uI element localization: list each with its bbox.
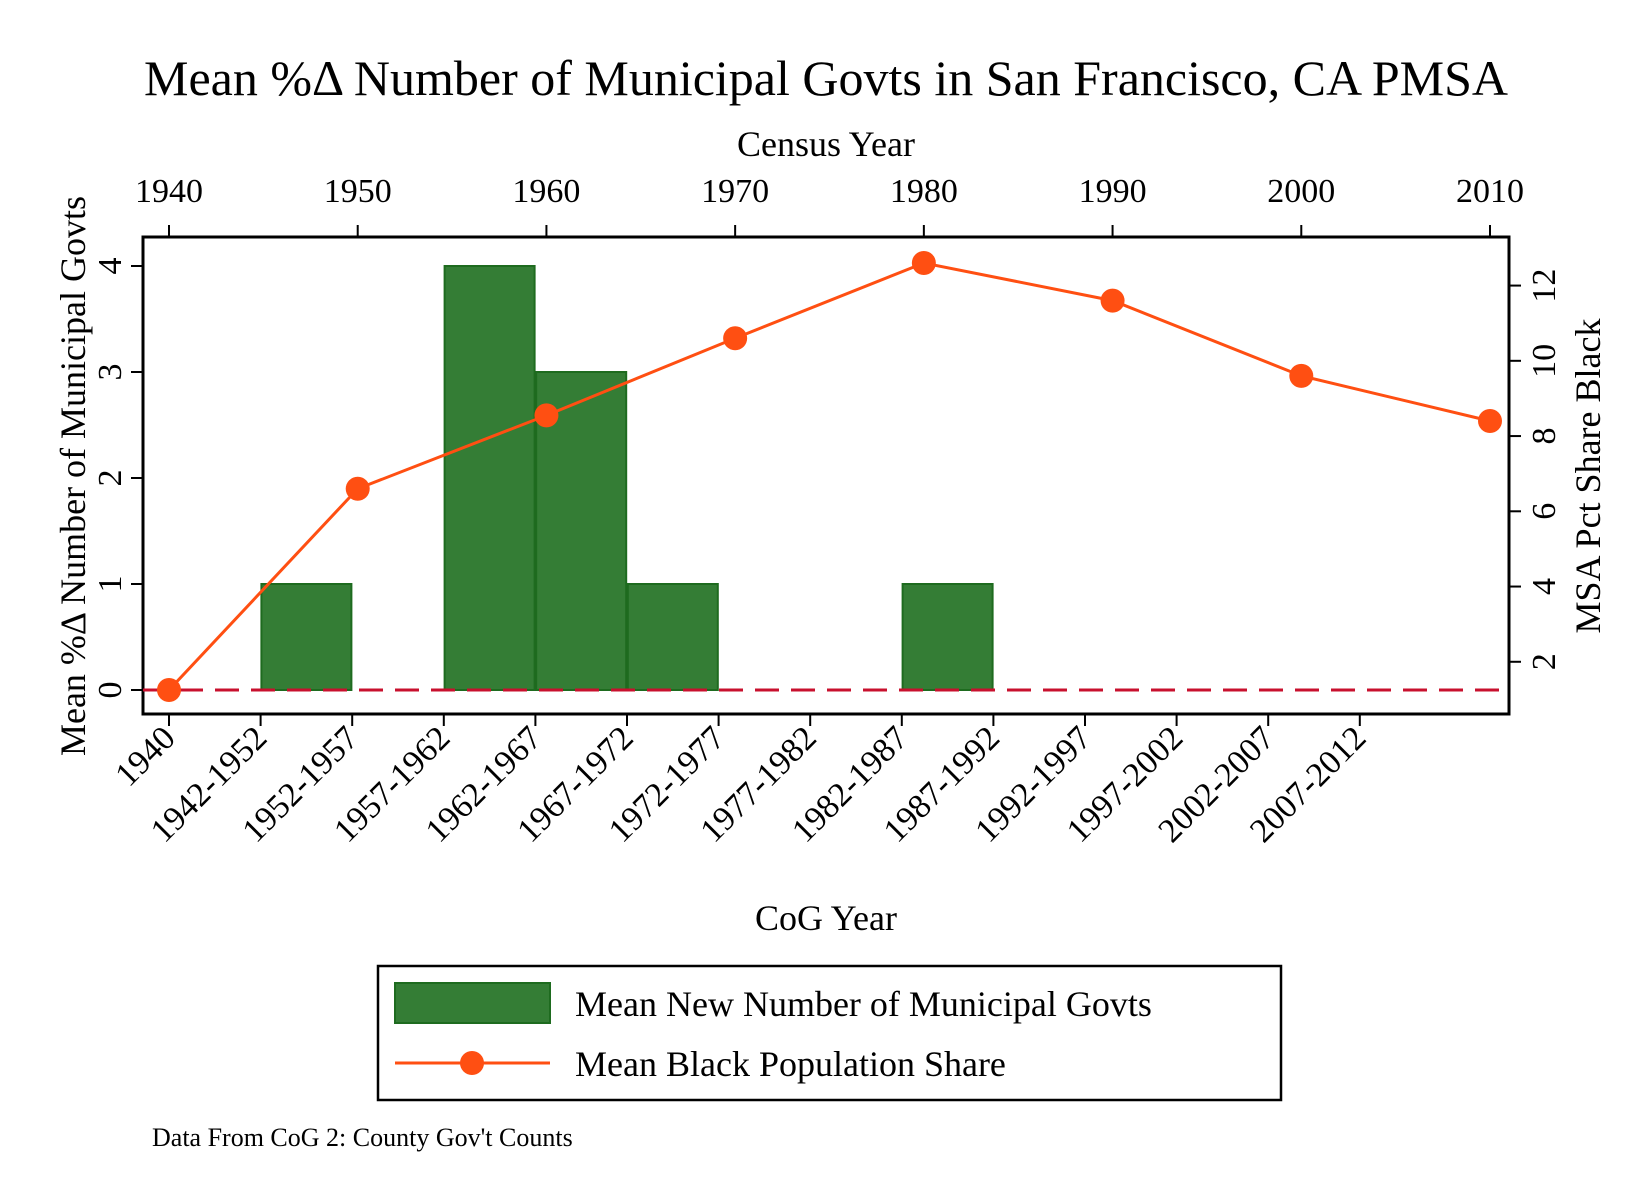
legend-bar-label: Mean New Number of Municipal Govts <box>575 984 1152 1024</box>
line-point-1980 <box>911 251 936 275</box>
legend-bar-swatch <box>394 982 551 1024</box>
left-tick-label: 2 <box>92 470 129 487</box>
left-tick-label: 3 <box>92 364 129 381</box>
left-axis-title: Mean %Δ Number of Municipal Govts <box>53 196 93 756</box>
line-point-2010 <box>1478 409 1502 434</box>
right-tick-label: 10 <box>1526 344 1563 378</box>
legend-line-marker <box>460 1051 484 1075</box>
line-point-1970 <box>723 326 748 351</box>
bar-1982-1987 <box>901 583 994 691</box>
top-tick-label: 1950 <box>324 173 392 210</box>
right-tick-label: 6 <box>1526 503 1563 520</box>
line-point-1950 <box>345 476 370 501</box>
top-tick-label: 1940 <box>135 173 203 210</box>
line-point-1990 <box>1100 288 1125 313</box>
right-axis-title: MSA Pct Share Black <box>1568 319 1608 634</box>
bar-1967-1972 <box>626 583 719 691</box>
bar-1957-1962 <box>443 265 536 691</box>
top-tick-label: 1970 <box>701 173 769 210</box>
bottom-tick-label: 1940 <box>108 719 182 793</box>
legend: Mean New Number of Municipal Govts Mean … <box>376 964 1283 1102</box>
plot-frame <box>141 235 1511 716</box>
source-note: Data From CoG 2: County Gov't Counts <box>152 1123 573 1152</box>
right-tick-label: 4 <box>1526 578 1563 595</box>
top-tick-label: 1990 <box>1079 173 1147 210</box>
left-tick-label: 4 <box>92 258 129 275</box>
top-axis-title: Census Year <box>737 124 915 164</box>
right-tick-label: 8 <box>1526 428 1563 445</box>
bottom-axis-title: CoG Year <box>755 898 897 938</box>
top-tick-label: 1980 <box>890 173 958 210</box>
left-tick-label: 0 <box>92 682 129 699</box>
line-point-2000 <box>1289 363 1314 388</box>
bars-layer <box>260 265 994 691</box>
top-tick-label: 2000 <box>1267 173 1335 210</box>
line-point-1940 <box>157 678 181 702</box>
line-point-1960 <box>534 403 559 428</box>
bar-1942-1952 <box>260 583 353 691</box>
legend-line-label: Mean Black Population Share <box>575 1044 1006 1084</box>
left-tick-label: 1 <box>92 576 129 593</box>
top-tick-label: 2010 <box>1456 173 1524 210</box>
right-tick-label: 2 <box>1526 653 1563 670</box>
right-tick-label: 12 <box>1526 269 1563 303</box>
top-tick-label: 1960 <box>512 173 580 210</box>
chart-title: Mean %Δ Number of Municipal Govts in San… <box>144 50 1508 106</box>
axes-layer: 19401942-19521952-19571957-19621962-1967… <box>92 173 1563 850</box>
black-share-line <box>167 261 1491 692</box>
line-layer <box>157 251 1502 702</box>
